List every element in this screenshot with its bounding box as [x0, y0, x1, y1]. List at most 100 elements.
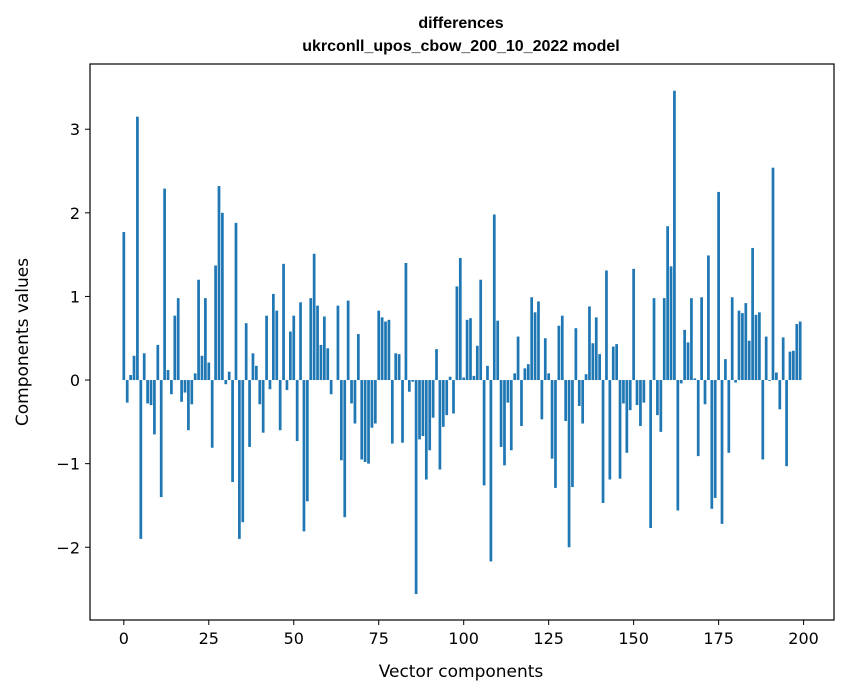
bar	[455, 286, 459, 381]
bar	[441, 380, 445, 427]
bar	[241, 380, 245, 523]
bar	[129, 375, 132, 381]
bar	[632, 268, 635, 381]
bar	[537, 301, 540, 381]
bar	[221, 212, 224, 381]
bar	[197, 279, 200, 381]
bar	[574, 328, 578, 381]
bar	[482, 380, 486, 486]
bar	[622, 380, 625, 404]
bar	[299, 302, 302, 381]
x-axis-ticks: 0 25 50 75 100 125 150 175 200	[119, 620, 819, 648]
bar	[163, 188, 166, 381]
bar	[598, 354, 602, 381]
bar	[499, 380, 503, 447]
bar	[679, 380, 683, 384]
bar	[771, 167, 775, 381]
bar	[700, 297, 703, 381]
bar	[526, 364, 530, 381]
bar	[384, 321, 387, 381]
bar	[601, 380, 605, 503]
bar	[353, 380, 357, 424]
x-tick-label: 175	[703, 629, 734, 648]
bar	[591, 343, 595, 381]
bar	[462, 377, 466, 381]
bar	[703, 380, 707, 405]
bar	[187, 380, 190, 431]
bar	[159, 380, 163, 498]
bar	[156, 344, 160, 381]
bar	[272, 293, 275, 381]
bar	[666, 226, 669, 381]
bar	[560, 315, 564, 381]
bar	[724, 359, 727, 381]
bar	[319, 344, 323, 381]
bar	[336, 305, 340, 381]
bar	[346, 300, 350, 381]
y-axis-label: Components values	[13, 258, 33, 426]
bar	[737, 310, 741, 381]
bar	[139, 380, 143, 539]
bar	[234, 222, 238, 381]
bar	[581, 380, 585, 424]
bar	[642, 380, 646, 403]
bar	[618, 380, 622, 479]
bar	[295, 380, 299, 442]
x-tick-label: 0	[119, 629, 129, 648]
x-tick-label: 50	[284, 629, 304, 648]
bar	[710, 380, 714, 509]
y-tick-label: 2	[70, 204, 80, 223]
bar	[605, 270, 608, 381]
bar	[452, 380, 455, 414]
bar	[751, 247, 754, 381]
bar	[489, 380, 493, 562]
bar	[662, 298, 666, 381]
bar	[547, 373, 551, 381]
bar	[509, 380, 513, 451]
bar	[785, 380, 788, 467]
x-tick-label: 125	[533, 629, 564, 648]
bar	[329, 380, 333, 395]
bar	[339, 380, 343, 461]
bar	[370, 380, 374, 428]
bar	[730, 297, 734, 381]
bar	[669, 266, 673, 381]
bar	[394, 353, 398, 381]
bar	[411, 380, 415, 382]
bar	[326, 348, 330, 381]
bar	[635, 380, 639, 406]
bar	[465, 319, 469, 381]
x-tick-label: 25	[199, 629, 219, 648]
bar	[343, 380, 347, 518]
bar	[380, 317, 384, 381]
bar	[554, 380, 557, 488]
bar	[316, 305, 319, 381]
bar	[180, 380, 183, 402]
bar	[486, 365, 489, 381]
bar	[520, 380, 523, 427]
bar	[435, 349, 438, 381]
bar	[428, 380, 432, 451]
bar	[210, 380, 214, 448]
bar	[628, 380, 632, 411]
bar	[615, 344, 619, 381]
bar	[322, 316, 326, 381]
bar	[550, 380, 554, 459]
bar	[214, 265, 217, 381]
bar	[475, 345, 479, 381]
y-tick-label: 0	[70, 371, 80, 390]
bar	[204, 298, 207, 381]
bar	[285, 380, 289, 391]
bar	[261, 380, 265, 433]
bar	[458, 257, 462, 381]
bar	[720, 380, 724, 524]
bar	[227, 371, 231, 381]
chart-title-line2: ukrconll_upos_cbow_200_10_2022 model	[302, 38, 619, 55]
bar	[387, 319, 391, 381]
x-tick-label: 100	[448, 629, 479, 648]
bar	[255, 365, 258, 381]
bar	[656, 380, 659, 416]
bar	[153, 380, 156, 435]
bar	[448, 376, 452, 381]
